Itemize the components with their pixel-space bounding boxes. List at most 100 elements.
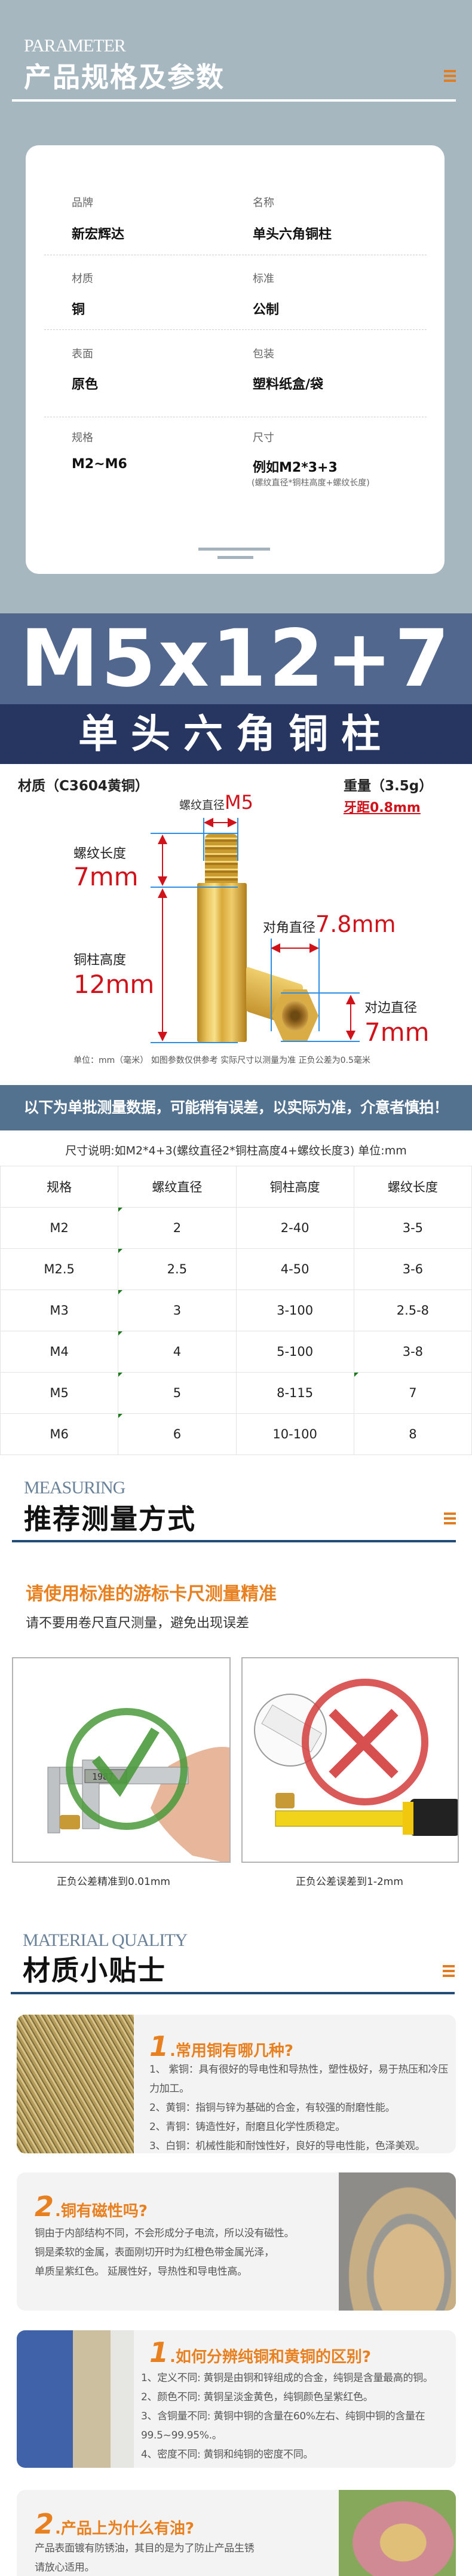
guide-line [318,939,320,1031]
measuring-headline: 请使用标准的游标卡尺测量精准 [26,1584,277,1605]
param-value: 塑料纸盒/袋 [253,377,324,392]
comment-marker-icon [354,1373,358,1377]
thread-image [205,834,238,889]
title-underline [11,1992,455,1994]
hex-body-image [197,883,247,1042]
table-row: M4 4 5-100 3-8 [0,1331,472,1373]
brass-parts-bowls-image [339,2172,456,2311]
flat-value: 7mm [364,1017,430,1047]
weight-label: 重量（3.5g） [344,778,433,794]
param-value: 例如M2*3+3 [253,460,338,475]
hand-with-parts-image [339,2490,456,2576]
param-value: 单头六角铜柱 [253,227,332,242]
cell: 2 [118,1207,237,1249]
table-header-row: 规格 螺纹直径 铜柱高度 螺纹长度 [0,1166,472,1208]
cell: M5 [0,1372,119,1414]
cell: 7 [353,1372,472,1414]
card-text: 铜由于内部结构不同，不会形成分子电流，所以没有磁性。 铜是柔软的金属，表面刚切开… [35,2224,345,2281]
comment-marker-icon [118,1290,123,1294]
cell: 4 [118,1331,237,1373]
decor-bar [217,556,253,559]
cell: 3-8 [353,1331,472,1373]
cell: 5 [118,1372,237,1414]
warning-banner: 以下为单批测量数据，可能稍有误差，以实际为准，介意者慎拍！ [0,1085,472,1130]
cell-text: 2.5 [167,1262,188,1276]
cell: 6 [118,1413,237,1455]
cell: M3 [0,1289,119,1331]
thread-diameter-value: M5 [225,791,253,814]
table-row: M2 2 2-40 3-5 [0,1207,472,1249]
guide-line [151,887,238,888]
cell: 2.5-8 [353,1289,472,1331]
caliper-illustration: 1987 [47,1708,229,1862]
measuring-en-title: MEASURING [24,1478,125,1498]
table-row: M3 3 3-100 2.5-8 [0,1289,472,1331]
cell-text: 6 [173,1427,182,1441]
cell: 3 [118,1289,237,1331]
menu-icon[interactable] [444,1512,456,1524]
cell-text: 7 [409,1386,417,1400]
menu-icon[interactable] [444,70,456,82]
tape-shape [275,1810,416,1827]
card-text: 产品表面镀有防锈油，其目的是为了防止产品生锈 请放心适用。 [35,2539,345,2576]
thread-length-value: 7mm [73,862,139,891]
table-row: M6 6 10-100 8 [0,1413,472,1455]
guide-line [237,818,238,861]
material-card: 1.如何分辨纯铜和黄铜的区别? 1、定义不同: 黄铜是由铜和锌组成的合金，纯铜是… [17,2330,456,2468]
param-label: 材质 [72,273,93,285]
tape-measure-image [241,1657,459,1863]
param-label: 规格 [72,432,93,444]
cell: M2.5 [0,1248,119,1290]
card-line: 铜是柔软的金属，表面刚切开时为红橙色带金属光泽， [35,2247,274,2259]
brass-rods-image [17,2015,134,2153]
height-value: 12mm [73,970,155,999]
parameter-title: 产品规格及参数 [24,61,225,93]
caliper-caption: 正负公差精准到0.01mm [57,1876,170,1888]
param-label: 标准 [253,273,274,285]
cell-text: 3 [173,1303,182,1318]
card-line: 1、 紫铜：具有很好的导电性和导热性，塑性极好，易于热压和冷压力加工。 [149,2064,448,2095]
card-number: 2 [35,2190,54,2223]
guide-line [271,939,272,1031]
model-banner: M5x12+7 [0,613,472,704]
lab-technician-image [17,2330,134,2468]
param-label: 表面 [72,348,93,360]
tape-caption: 正负公差误差到1-2mm [296,1876,403,1888]
height-label: 铜柱高度 [73,953,127,968]
nut-hole-image [282,1000,308,1031]
cell: M4 [0,1331,119,1373]
card-line: 产品表面镀有防锈油，其目的是为了防止产品生锈 [35,2543,255,2554]
card-title: 2.铜有磁性吗? [35,2193,148,2220]
card-title: 1.常用铜有哪几种? [149,2033,293,2060]
thread-diameter-text: 螺纹直径 [179,799,225,812]
card-number: 1 [149,2030,169,2062]
card-line: 2、青铜：铸造性好，耐磨且化学性质稳定。 [149,2121,345,2133]
material-en-title: MATERIAL QUALITY [23,1930,188,1950]
header-cell: 规格 [0,1166,119,1208]
standoff-diagram [0,813,472,1052]
thread-diameter-label: 螺纹直径M5 [179,791,253,814]
cell: 2-40 [235,1207,354,1249]
param-label: 名称 [253,197,274,209]
card-title-text: .铜有磁性吗? [55,2202,148,2220]
comment-marker-icon [118,1331,123,1336]
hand-shape [151,1747,229,1862]
guide-line [151,833,238,834]
card-title: 1.如何分辨纯铜和黄铜的区别? [149,2339,371,2366]
caliper-image: 1987 [12,1657,231,1863]
cell: M2 [0,1207,119,1249]
brass-insert [275,1793,295,1808]
material-card: 1.常用铜有哪几种? 1、 紫铜：具有很好的导电性和导热性，塑性极好，易于热压和… [17,2015,456,2153]
tape-measure-illustration [254,1679,458,1836]
cell: 8-115 [235,1372,354,1414]
table-row: M5 5 8-115 7 [0,1372,472,1414]
cell-text: 5 [173,1386,182,1400]
cell-text: 2 [173,1221,182,1235]
thread-length-label: 螺纹长度 [73,847,127,861]
cell: 8 [353,1413,472,1455]
measuring-title: 推荐测量方式 [24,1503,196,1535]
card-line: 2、颜色不同: 黄铜呈淡金黄色，纯铜颜色呈紫红色。 [141,2391,373,2403]
card-title-text: .常用铜有哪几种? [170,2042,293,2060]
menu-icon[interactable] [443,1965,455,1977]
size-note: 尺寸说明:如M2*4+3(螺纹直径2*铜柱高度4+螺纹长度3) 单位:mm [65,1144,407,1157]
